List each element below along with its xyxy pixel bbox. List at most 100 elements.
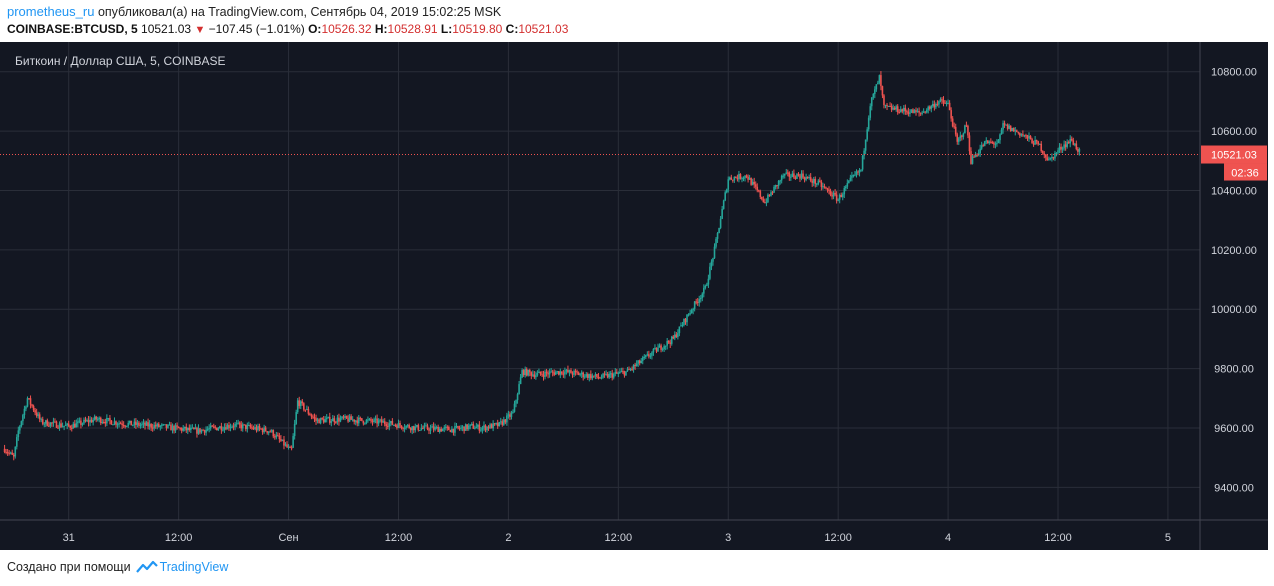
candle-body	[925, 110, 928, 113]
candle-body	[60, 423, 62, 427]
candle-body	[399, 423, 401, 426]
candle-body	[139, 424, 142, 426]
candle-body	[753, 181, 755, 185]
last-price-value: 10521.03	[141, 22, 192, 36]
last-price-badge	[1201, 145, 1267, 164]
candle-body	[536, 372, 539, 376]
candle-body	[597, 377, 600, 379]
candle-body	[469, 424, 472, 426]
candle-body	[12, 454, 15, 457]
candle-body	[576, 371, 578, 373]
candle-body	[31, 404, 33, 407]
symbol-label: COINBASE:BTCUSD, 5	[7, 22, 138, 36]
candle-body	[75, 423, 78, 428]
candle-body	[1070, 138, 1073, 141]
candle-body	[23, 408, 26, 416]
candle-body	[1077, 149, 1079, 152]
candle-body	[567, 369, 569, 373]
candle-body	[20, 421, 23, 427]
candle-body	[791, 173, 794, 177]
candle-body	[657, 347, 659, 352]
candle-body	[623, 371, 626, 376]
candle-body	[1040, 143, 1043, 152]
candle-body	[736, 177, 739, 180]
candle-body	[484, 425, 487, 431]
candle-body	[841, 194, 844, 198]
candle-body	[478, 424, 481, 431]
candle-body	[869, 106, 872, 118]
candle-body	[467, 425, 470, 430]
candle-body	[1074, 143, 1076, 145]
candle-body	[674, 334, 676, 339]
candle-body	[11, 452, 14, 455]
candle-body	[185, 426, 188, 431]
candle-body	[561, 371, 563, 374]
candle-body	[481, 427, 484, 430]
candle-body	[348, 416, 351, 422]
candle-body	[602, 373, 604, 378]
candle-body	[912, 109, 914, 114]
candle-body	[722, 200, 725, 209]
candle-body	[440, 428, 443, 432]
price-chart[interactable]: 9400.00 9600.00 9800.00 10000.00 10200.00 104…	[0, 42, 1268, 550]
candle-body	[793, 173, 795, 178]
candle-body	[499, 421, 502, 423]
candle-body	[383, 421, 386, 425]
tradingview-logo-icon	[135, 560, 158, 573]
candle-body	[448, 427, 450, 431]
candle-body	[379, 419, 381, 421]
candle-body	[762, 199, 765, 203]
candle-body	[474, 428, 476, 430]
candle-body	[89, 419, 91, 423]
candle-body	[892, 107, 894, 110]
time-tick-label: 31	[63, 532, 75, 544]
candle-body	[652, 348, 655, 353]
candle-body	[443, 427, 446, 429]
candle-body	[135, 421, 137, 425]
candle-body	[661, 349, 664, 351]
candle-body	[77, 421, 79, 424]
price-axis[interactable]: 9400.00 9600.00 9800.00 10000.00 10200.00 104…	[1211, 67, 1257, 495]
candle-body	[701, 293, 704, 298]
candle-body	[669, 342, 672, 344]
high-label: H:	[374, 22, 388, 36]
price-tick-label: 10200.00	[1211, 245, 1257, 257]
candle-body	[751, 181, 754, 185]
candle-body	[22, 415, 24, 422]
tradingview-brand-link[interactable]: TradingView	[159, 560, 229, 574]
candle-body	[582, 372, 585, 378]
candle-body	[125, 425, 128, 427]
candle-body	[797, 174, 800, 176]
candle-body	[1032, 143, 1035, 145]
candle-body	[270, 430, 273, 432]
candle-body	[371, 420, 374, 423]
candle-body	[127, 422, 130, 426]
candle-body	[173, 425, 175, 431]
candle-body	[342, 416, 345, 418]
candle-body	[480, 429, 482, 431]
candle-body	[495, 423, 497, 425]
candle-body	[832, 192, 835, 197]
candle-body	[881, 86, 884, 96]
time-axis[interactable]: 31 12:00 Сен 12:00 2 12:00 3 12:00 4 12:00 5	[63, 532, 1171, 544]
candle-body	[1014, 130, 1017, 132]
candle-body	[423, 425, 426, 429]
candle-body	[376, 418, 378, 424]
candle-body	[878, 75, 881, 83]
candle-body	[780, 175, 783, 181]
candle-body	[716, 233, 719, 239]
author-link[interactable]: prometheus_ru	[7, 4, 95, 19]
candle-body	[298, 400, 301, 406]
candle-body	[535, 375, 537, 378]
candle-body	[333, 418, 336, 423]
candle-body	[29, 398, 32, 405]
candle-body	[1057, 150, 1059, 153]
candle-body	[570, 370, 572, 374]
candle-body	[132, 424, 134, 426]
candle-body	[136, 422, 139, 425]
candle-body	[909, 112, 911, 114]
candle-body	[857, 171, 859, 173]
candle-body	[991, 142, 994, 144]
candle-body	[315, 418, 317, 421]
candle-body	[779, 180, 781, 182]
